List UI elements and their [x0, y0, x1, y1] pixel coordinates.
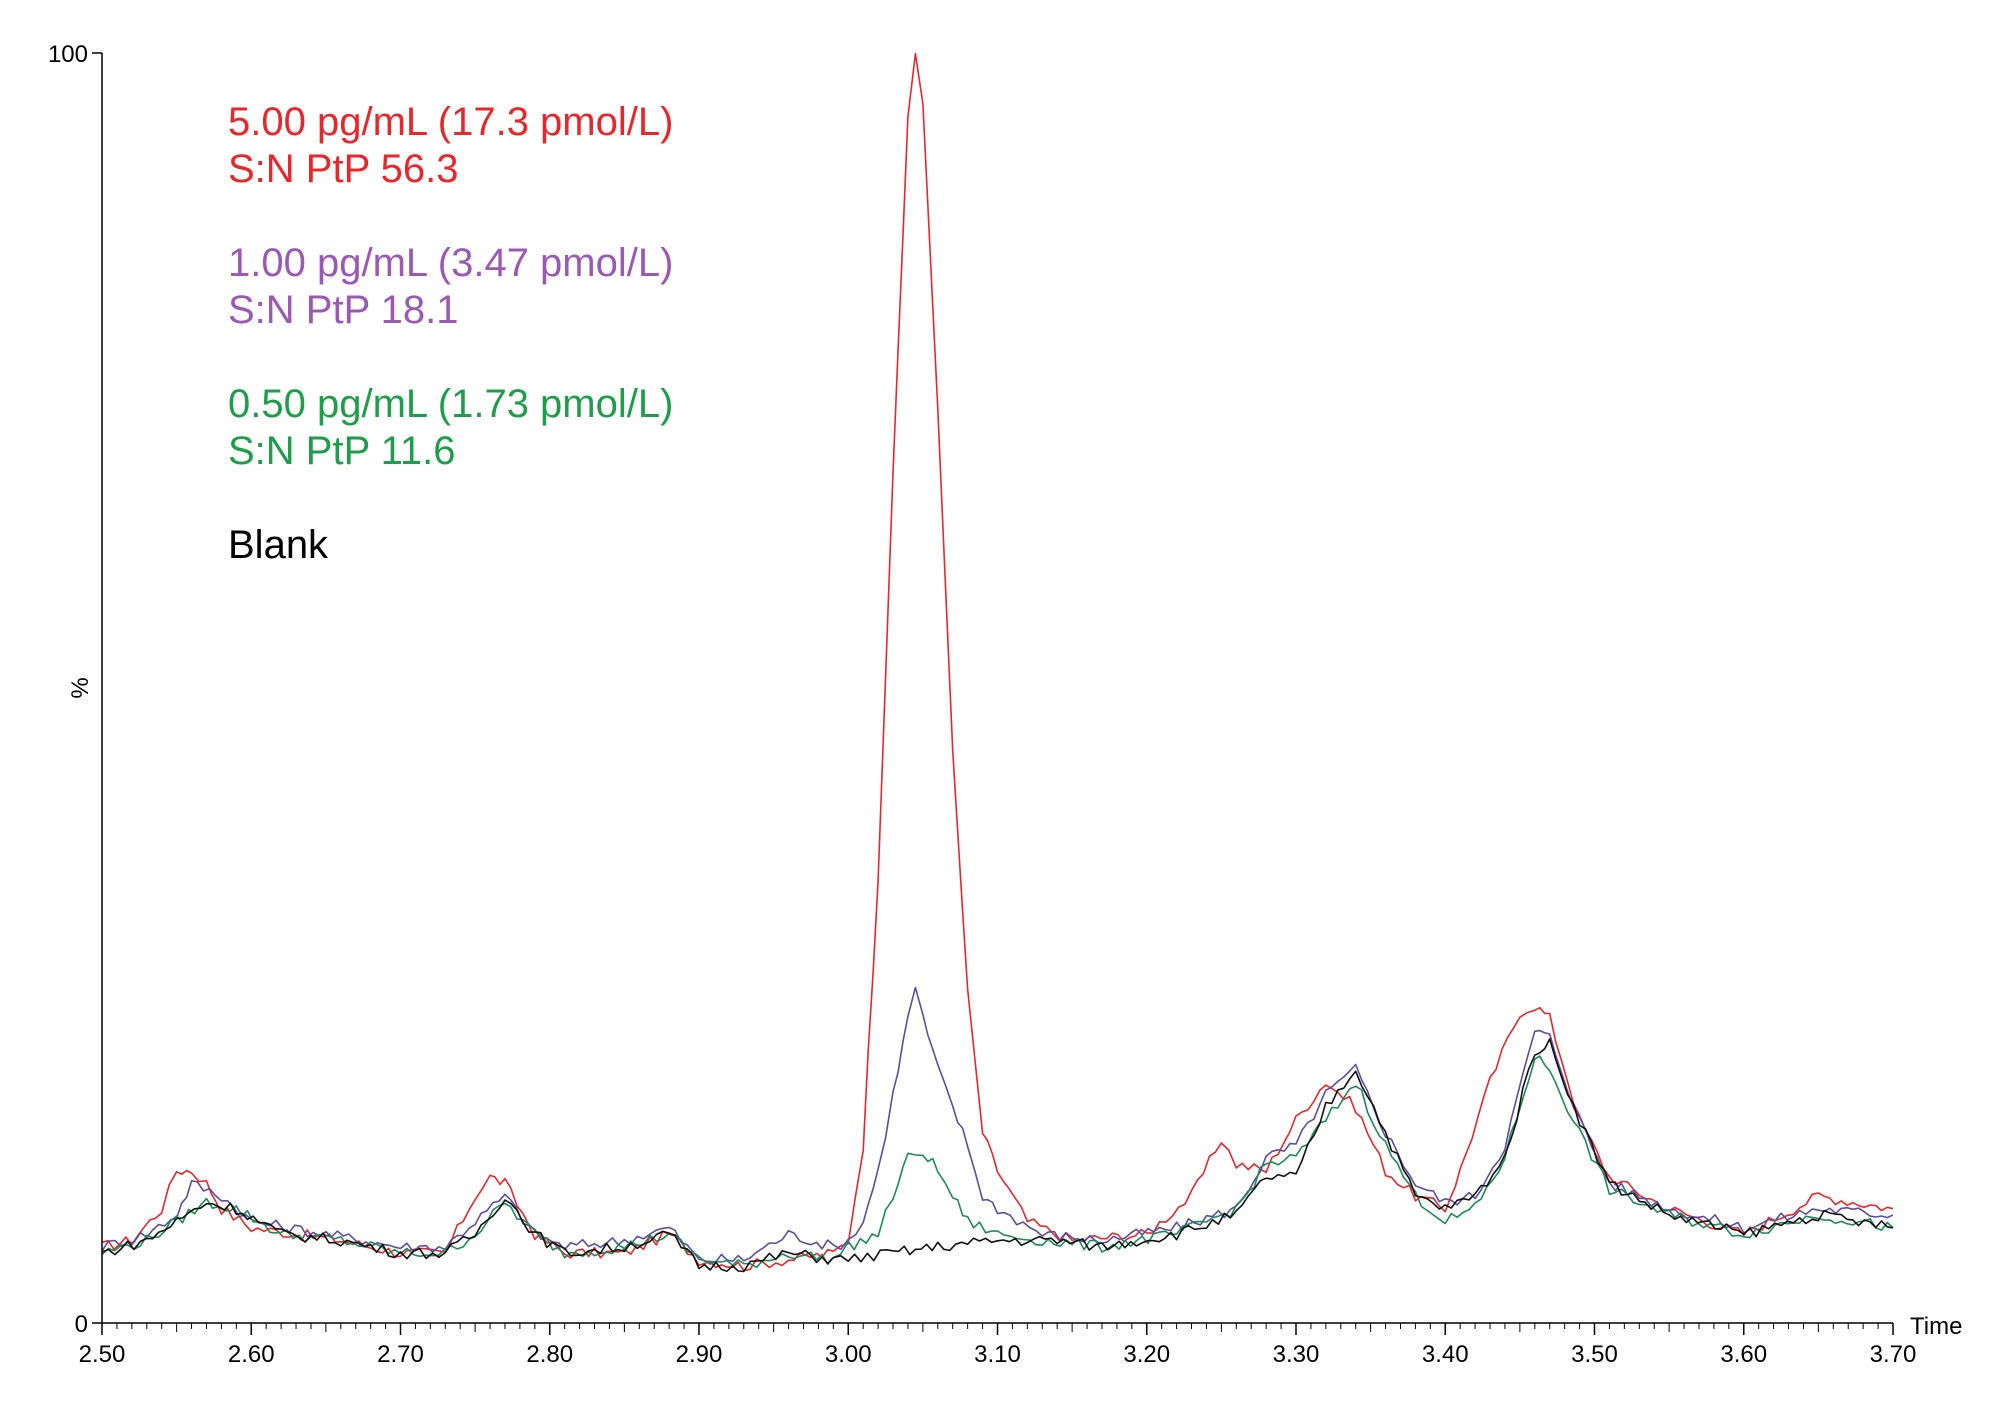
y-axis-label: % [67, 677, 94, 698]
x-tick-label: 3.70 [1870, 1341, 1917, 1368]
annotation-1pg-concentration: 1.00 pg/mL (3.47 pmol/L) [228, 241, 673, 285]
annotation-5pg-concentration: 5.00 pg/mL (17.3 pmol/L) [228, 100, 673, 144]
x-tick-label: 2.80 [526, 1341, 573, 1368]
x-tick-label: 3.60 [1720, 1341, 1767, 1368]
y-tick-label-top: 100 [48, 41, 88, 68]
x-axis-label: Time [1910, 1313, 1962, 1340]
x-tick-label: 3.50 [1571, 1341, 1618, 1368]
annotation-1pg-sn: S:N PtP 18.1 [228, 288, 459, 332]
x-tick-label: 2.90 [676, 1341, 723, 1368]
x-tick-label: 2.60 [228, 1341, 275, 1368]
annotation-5pg-sn: S:N PtP 56.3 [228, 147, 459, 191]
x-tick-labels: 2.50 2.60 2.70 2.80 2.90 3.00 3.10 3.20 … [79, 1341, 1917, 1368]
x-tick-label: 3.10 [974, 1341, 1021, 1368]
series-5pg-line [101, 52, 1894, 1272]
axes: 100 0 % Time 2.50 2.60 2.70 2.80 2.90 3.… [48, 41, 1963, 1368]
x-tick-label: 2.70 [377, 1341, 424, 1368]
series-1pg-line [101, 986, 1894, 1263]
series-blank-line [101, 1038, 1894, 1273]
series-0p5pg-line [101, 1055, 1894, 1269]
annotations: 5.00 pg/mL (17.3 pmol/L) S:N PtP 56.3 1.… [228, 100, 673, 567]
x-tick-label: 3.20 [1123, 1341, 1170, 1368]
x-tick-label: 2.50 [79, 1341, 126, 1368]
annotation-blank: Blank [228, 523, 329, 567]
plot-area [101, 52, 1894, 1273]
x-tick-label: 3.40 [1422, 1341, 1469, 1368]
x-ticks [101, 1323, 1894, 1335]
x-tick-label: 3.30 [1273, 1341, 1320, 1368]
annotation-0p5pg-sn: S:N PtP 11.6 [228, 429, 456, 473]
annotation-0p5pg-concentration: 0.50 pg/mL (1.73 pmol/L) [228, 382, 673, 426]
x-tick-label: 3.00 [825, 1341, 872, 1368]
y-tick-label-bottom: 0 [75, 1311, 88, 1338]
